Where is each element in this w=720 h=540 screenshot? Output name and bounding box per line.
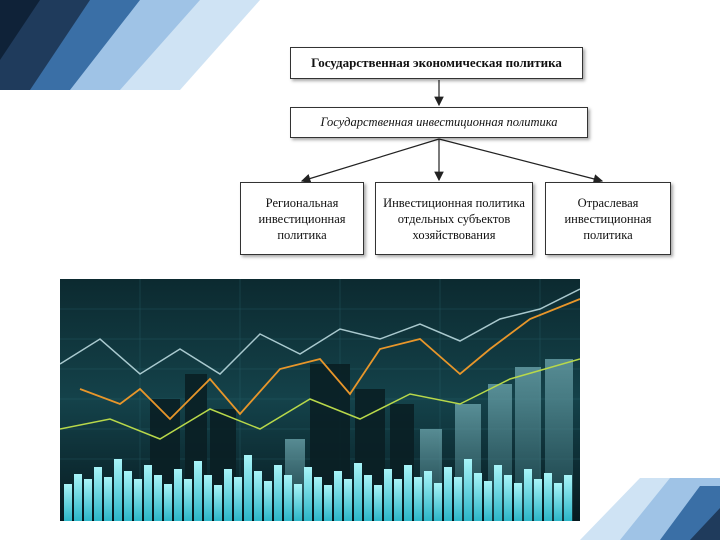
- box-state-investment-policy: Государственная инвестиционная политика: [290, 107, 588, 138]
- box-business-entities-investment-policy: Инвестиционная политика отдельных субъек…: [375, 182, 533, 255]
- box-regional-investment-policy: Региональная инвестиционная политика: [240, 182, 364, 255]
- corner-decoration-bottom-right: [580, 478, 720, 540]
- arrow-middle-to-right: [438, 138, 604, 184]
- arrow-middle-to-left: [300, 138, 440, 184]
- diagram-connectors: [300, 80, 604, 184]
- financial-chart-illustration: [60, 279, 580, 521]
- box-sectoral-investment-policy: Отраслевая инвестиционная политика: [545, 182, 671, 255]
- box-state-economic-policy: Государственная экономическая политика: [290, 47, 583, 79]
- corner-decoration-top-left: [0, 0, 260, 90]
